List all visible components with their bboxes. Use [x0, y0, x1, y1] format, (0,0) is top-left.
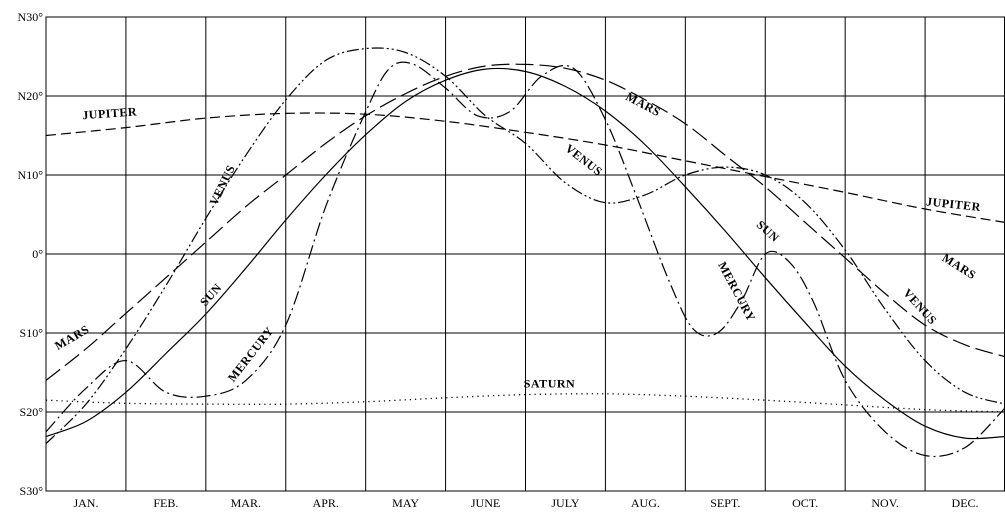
- y-tick-label: S10°: [20, 326, 44, 340]
- label-venus: VENUS: [563, 141, 606, 179]
- axis-tick-labels: N30° N20° N10° 0° S10° S20° S30° JAN. FEB. MAR. AP…: [18, 10, 979, 510]
- chart-grid: [45, 16, 1005, 492]
- y-tick-label: N30°: [18, 10, 44, 24]
- label-sun: SUN: [197, 281, 224, 309]
- series-venus: [45, 47, 1005, 445]
- x-tick-label-jan: JAN.: [73, 496, 98, 510]
- label-saturn: SATURN: [524, 377, 575, 391]
- y-tick-label: N20°: [18, 89, 44, 103]
- label-jupiter: JUPITER: [82, 104, 138, 122]
- x-tick-label-mar: MAR.: [231, 496, 261, 510]
- label-mars: MARS: [52, 322, 91, 353]
- x-tick-label-july: JULY: [551, 496, 579, 510]
- label-venus: VENUS: [206, 163, 238, 208]
- x-tick-label-feb: FEB.: [153, 496, 178, 510]
- label-jupiter: JUPITER: [925, 194, 981, 214]
- curve-labels: SUNSUNMERCURYMERCURYVENUSVENUSVENUSMARSM…: [52, 89, 981, 390]
- x-tick-label-sept: SEPT.: [710, 496, 740, 510]
- series-sun: [45, 67, 1005, 440]
- label-mars: MARS: [940, 251, 979, 283]
- x-tick-label-aug: AUG.: [631, 496, 660, 510]
- x-tick-label-may: MAY: [392, 496, 419, 510]
- y-tick-label: 0°: [32, 247, 43, 261]
- series-lines: [45, 47, 1005, 458]
- x-tick-label-nov: NOV.: [871, 496, 898, 510]
- series-jupiter: [45, 112, 1005, 223]
- series-mars: [45, 63, 1005, 381]
- label-mercury: MERCURY: [715, 259, 758, 324]
- label-mars: MARS: [624, 89, 664, 119]
- x-tick-label-dec: DEC.: [952, 496, 979, 510]
- x-tick-label-apr: APR.: [313, 496, 339, 510]
- y-tick-label: S20°: [20, 405, 44, 419]
- x-tick-label-oct: OCT.: [792, 496, 818, 510]
- label-sun: SUN: [754, 218, 782, 245]
- y-tick-label: N10°: [18, 168, 44, 182]
- x-tick-label-june: JUNE: [471, 496, 500, 510]
- y-tick-label: S30°: [20, 484, 44, 498]
- series-mercury: [45, 61, 1005, 458]
